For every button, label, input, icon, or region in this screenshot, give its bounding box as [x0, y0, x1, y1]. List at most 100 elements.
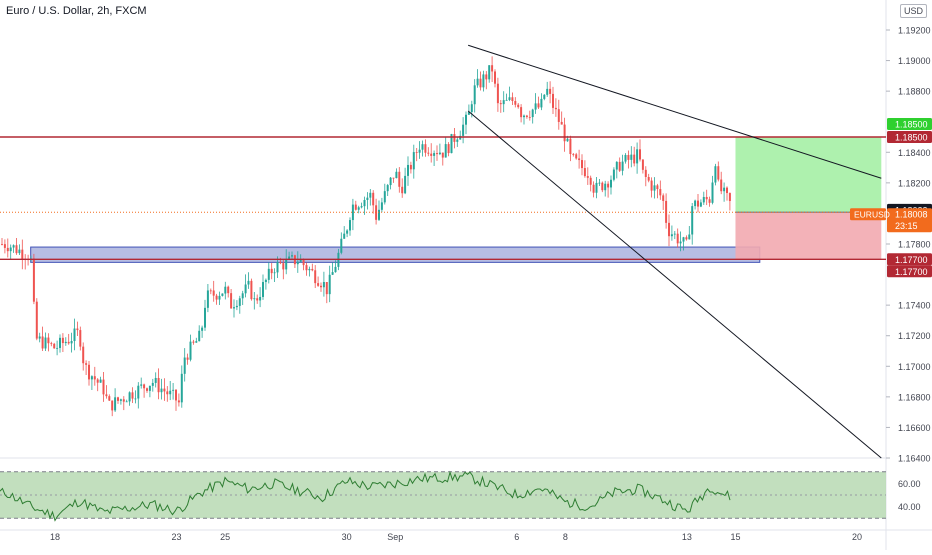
- candle-body: [641, 159, 644, 170]
- candle-body: [479, 78, 482, 88]
- candle-body: [235, 305, 238, 308]
- candle-body: [128, 392, 131, 402]
- currency-button[interactable]: USD: [900, 4, 928, 18]
- candle-body: [259, 296, 262, 301]
- time-tick-label: 20: [852, 532, 862, 542]
- candle-body: [299, 260, 302, 262]
- time-tick-label: 30: [342, 532, 352, 542]
- candle-body: [433, 153, 436, 156]
- time-tick-label: 15: [730, 532, 740, 542]
- candle-body: [354, 204, 357, 210]
- candle-body: [334, 266, 337, 273]
- candle-body: [630, 154, 633, 160]
- svg-text:1.18500: 1.18500: [895, 133, 928, 143]
- price-tick-label: 1.18800: [898, 87, 931, 97]
- candle-body: [218, 295, 221, 300]
- candle-body: [398, 171, 401, 187]
- candle-body: [711, 182, 714, 203]
- candle-body: [662, 195, 665, 201]
- candle-body: [238, 298, 241, 306]
- candle-body: [679, 241, 682, 244]
- candle-body: [517, 104, 520, 108]
- candle-body: [375, 205, 378, 220]
- time-tick-label: 23: [172, 532, 182, 542]
- candle-body: [569, 138, 572, 155]
- candle-body: [595, 182, 598, 193]
- candle-body: [314, 270, 317, 284]
- candle-body: [331, 272, 334, 275]
- candle-body: [618, 161, 621, 171]
- candle-body: [456, 139, 459, 142]
- candle-body: [699, 202, 702, 207]
- target-price-label: 1.18500: [887, 118, 932, 130]
- candle-body: [430, 153, 433, 156]
- candle-body: [372, 192, 375, 206]
- candle-body: [38, 336, 41, 339]
- candle-body: [528, 116, 531, 118]
- candle-body: [418, 149, 421, 153]
- candle-body: [291, 255, 293, 257]
- candle-body: [273, 272, 276, 274]
- candle-body: [572, 154, 575, 155]
- candle-body: [465, 114, 467, 125]
- candle-body: [392, 177, 395, 179]
- candle-body: [186, 357, 189, 360]
- price-tick-label: 1.17000: [898, 362, 931, 372]
- candle-body: [668, 222, 670, 237]
- candle-body: [656, 185, 659, 190]
- candle-body: [723, 187, 726, 192]
- candle-body: [407, 164, 409, 176]
- candle-body: [59, 337, 61, 348]
- candle-body: [317, 283, 320, 286]
- rsi-panel[interactable]: 60.00 40.00: [0, 470, 921, 522]
- candle-body: [436, 153, 438, 155]
- candle-body: [598, 182, 601, 184]
- candle-body: [9, 247, 12, 252]
- candle-body: [424, 144, 427, 153]
- candle-body: [592, 184, 595, 193]
- candle-body: [56, 347, 59, 349]
- candle-body: [340, 238, 343, 253]
- candle-body: [685, 237, 688, 240]
- support-price-label-1: 1.17700: [887, 253, 932, 266]
- rsi-tick-label: 60.00: [898, 479, 921, 489]
- candle-body: [554, 107, 557, 110]
- candle-body: [311, 268, 314, 271]
- candle-body: [581, 160, 583, 169]
- candle-body: [70, 341, 73, 344]
- candle-body: [589, 177, 592, 185]
- candle-body: [720, 179, 723, 192]
- candle-body: [15, 245, 18, 254]
- candle-body: [488, 65, 491, 80]
- candle-body: [624, 154, 627, 162]
- candle-body: [1, 244, 3, 245]
- candle-body: [415, 152, 418, 153]
- candle-body: [647, 176, 650, 181]
- support-zone: [30, 246, 761, 263]
- rsi-tick-label: 40.00: [898, 502, 921, 512]
- candle-body: [511, 97, 514, 101]
- candle-body: [441, 152, 444, 158]
- candle-body: [253, 298, 256, 300]
- candle-body: [279, 262, 282, 264]
- candle-body: [676, 233, 679, 244]
- candle-body: [131, 392, 134, 399]
- candle-body: [633, 154, 636, 164]
- candle-body: [96, 379, 99, 383]
- rsi-line: [0, 470, 731, 522]
- candle-body: [195, 341, 198, 343]
- candle-body: [496, 83, 499, 104]
- candle-body: [256, 298, 259, 301]
- candle-body: [180, 373, 183, 403]
- candle-body: [378, 209, 380, 220]
- candle-body: [79, 330, 82, 347]
- candle-body: [552, 93, 554, 108]
- candle-body: [325, 282, 328, 295]
- candle-body: [140, 384, 143, 386]
- candle-body: [615, 161, 618, 170]
- candle-body: [380, 202, 383, 210]
- candle-body: [198, 330, 201, 342]
- candle-body: [549, 88, 552, 94]
